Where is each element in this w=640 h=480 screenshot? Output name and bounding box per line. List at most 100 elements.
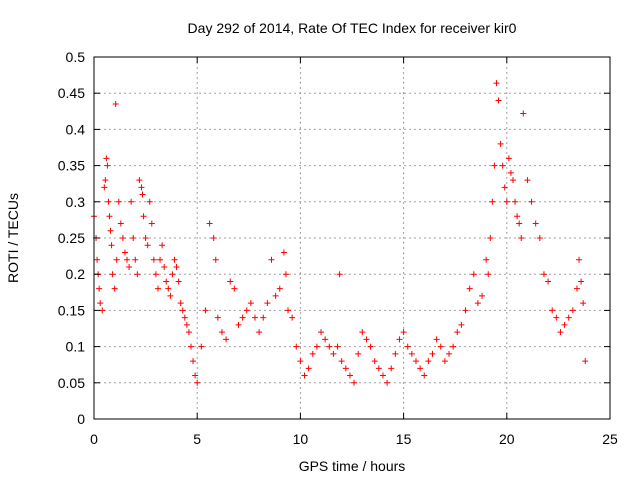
data-point — [408, 350, 415, 357]
data-point — [161, 263, 168, 270]
data-point — [375, 365, 382, 372]
data-point — [264, 300, 271, 307]
data-point — [514, 213, 521, 220]
data-point — [495, 97, 502, 104]
data-point — [223, 336, 230, 343]
data-point — [139, 191, 146, 198]
data-point — [247, 300, 254, 307]
data-point — [119, 235, 126, 241]
data-point — [126, 263, 133, 270]
data-points — [91, 80, 589, 386]
data-point — [190, 358, 197, 365]
data-point — [400, 329, 407, 336]
grid-lines — [94, 57, 610, 419]
y-tick-label: 0.1 — [66, 339, 86, 355]
data-point — [154, 285, 161, 292]
data-point — [499, 162, 506, 169]
data-point — [101, 184, 108, 191]
data-point — [183, 321, 190, 328]
data-point — [301, 372, 308, 379]
data-point — [102, 177, 109, 184]
data-point — [142, 235, 149, 241]
data-point — [109, 271, 116, 278]
data-point — [140, 213, 147, 220]
data-point — [285, 307, 292, 314]
data-point — [561, 321, 568, 328]
data-point — [169, 271, 176, 278]
y-tick-label: 0.05 — [58, 375, 85, 391]
data-point — [338, 358, 345, 365]
data-point — [239, 314, 246, 321]
data-point — [128, 198, 135, 205]
data-point — [104, 162, 111, 169]
data-point — [132, 256, 139, 263]
data-point — [96, 285, 103, 292]
data-point — [334, 343, 341, 350]
data-point — [565, 314, 572, 321]
data-point — [130, 235, 137, 241]
data-point — [157, 256, 164, 263]
data-point — [578, 278, 585, 285]
data-point — [485, 271, 492, 278]
data-point — [202, 307, 209, 314]
data-point — [450, 343, 457, 350]
data-point — [280, 249, 287, 256]
x-tick-label: 15 — [396, 431, 412, 447]
data-point — [549, 307, 556, 314]
data-point — [363, 336, 370, 343]
data-point — [396, 336, 403, 343]
data-point — [212, 256, 219, 263]
data-point — [134, 271, 141, 278]
data-point — [214, 314, 221, 321]
data-point — [532, 220, 539, 227]
y-axis-label: ROTI / TECUs — [5, 193, 21, 283]
y-tick-label: 0.4 — [66, 121, 86, 137]
data-point — [268, 256, 275, 263]
data-point — [446, 350, 453, 357]
data-point — [384, 379, 391, 386]
data-point — [433, 336, 440, 343]
data-point — [512, 198, 519, 205]
x-axis-label: GPS time / hours — [299, 458, 406, 474]
data-point — [146, 198, 153, 205]
data-point — [507, 169, 514, 176]
data-point — [227, 278, 234, 285]
data-point — [501, 184, 508, 191]
data-point — [330, 350, 337, 357]
data-point — [326, 343, 333, 350]
data-point — [103, 155, 110, 162]
x-axis-ticks: 0 5 10 15 20 25 — [90, 57, 618, 447]
data-point — [553, 314, 560, 321]
y-tick-label: 0 — [77, 411, 85, 427]
data-point — [309, 350, 316, 357]
data-point — [124, 256, 131, 263]
data-point — [524, 177, 531, 184]
data-point — [540, 271, 547, 278]
data-point — [346, 372, 353, 379]
data-point — [138, 184, 145, 191]
data-point — [371, 358, 378, 365]
data-point — [282, 271, 289, 278]
data-point — [557, 329, 564, 336]
data-point — [251, 314, 258, 321]
data-point — [491, 162, 498, 169]
data-point — [175, 278, 182, 285]
data-point — [159, 242, 166, 249]
data-point — [470, 271, 477, 278]
data-point — [359, 329, 366, 336]
data-point — [148, 220, 155, 227]
data-point — [351, 379, 358, 386]
data-point — [441, 358, 448, 365]
data-point — [336, 271, 343, 278]
data-point — [136, 177, 143, 184]
data-point — [318, 329, 325, 336]
data-point — [192, 372, 199, 379]
data-point — [206, 220, 213, 227]
data-point — [121, 249, 128, 256]
data-point — [293, 343, 300, 350]
data-point — [487, 235, 494, 241]
data-point — [297, 358, 304, 365]
data-point — [231, 285, 238, 292]
data-point — [305, 365, 312, 372]
data-point — [429, 350, 436, 357]
